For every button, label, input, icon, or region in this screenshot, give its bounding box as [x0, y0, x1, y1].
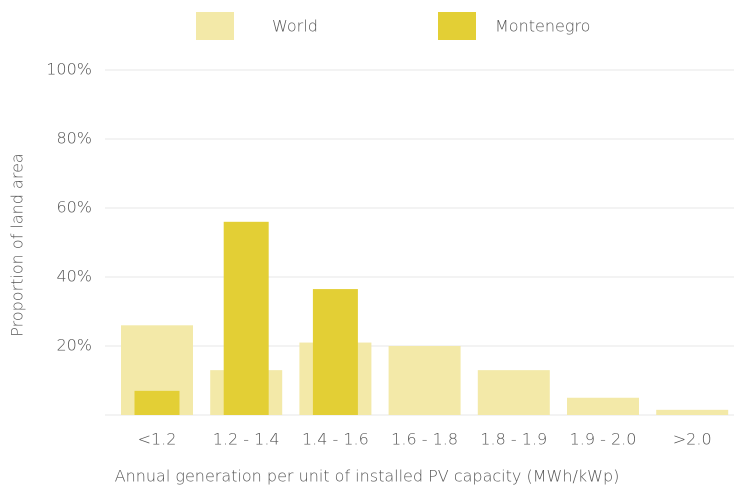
x-axis-title: Annual generation per unit of installed …	[115, 467, 620, 486]
x-tick-label: 1.8 - 1.9	[480, 430, 547, 449]
x-tick-label: 1.6 - 1.8	[391, 430, 458, 449]
x-tick-label: 1.2 - 1.4	[213, 430, 280, 449]
x-tick-label: 1.4 - 1.6	[302, 430, 369, 449]
bar	[223, 221, 269, 415]
bar	[388, 346, 461, 415]
x-tick-label: >2.0	[673, 430, 712, 449]
legend-swatch	[438, 12, 476, 40]
y-tick-label: 60%	[56, 198, 92, 217]
bar	[656, 409, 729, 415]
bar	[567, 397, 639, 415]
legend-swatch	[196, 12, 234, 40]
y-tick-label: 40%	[56, 267, 92, 286]
y-tick-label: 80%	[56, 129, 92, 148]
y-axis-title: Proportion of land area	[8, 153, 27, 336]
x-tick-label: <1.2	[138, 430, 177, 449]
y-tick-label: 100%	[46, 60, 92, 79]
legend-label: World	[272, 17, 318, 36]
y-tick-label: 20%	[56, 336, 92, 355]
legend-label: Montenegro	[495, 17, 590, 36]
bar	[134, 390, 180, 415]
bar	[477, 370, 550, 415]
bar	[312, 289, 358, 415]
x-tick-label: 1.9 - 2.0	[570, 430, 637, 449]
